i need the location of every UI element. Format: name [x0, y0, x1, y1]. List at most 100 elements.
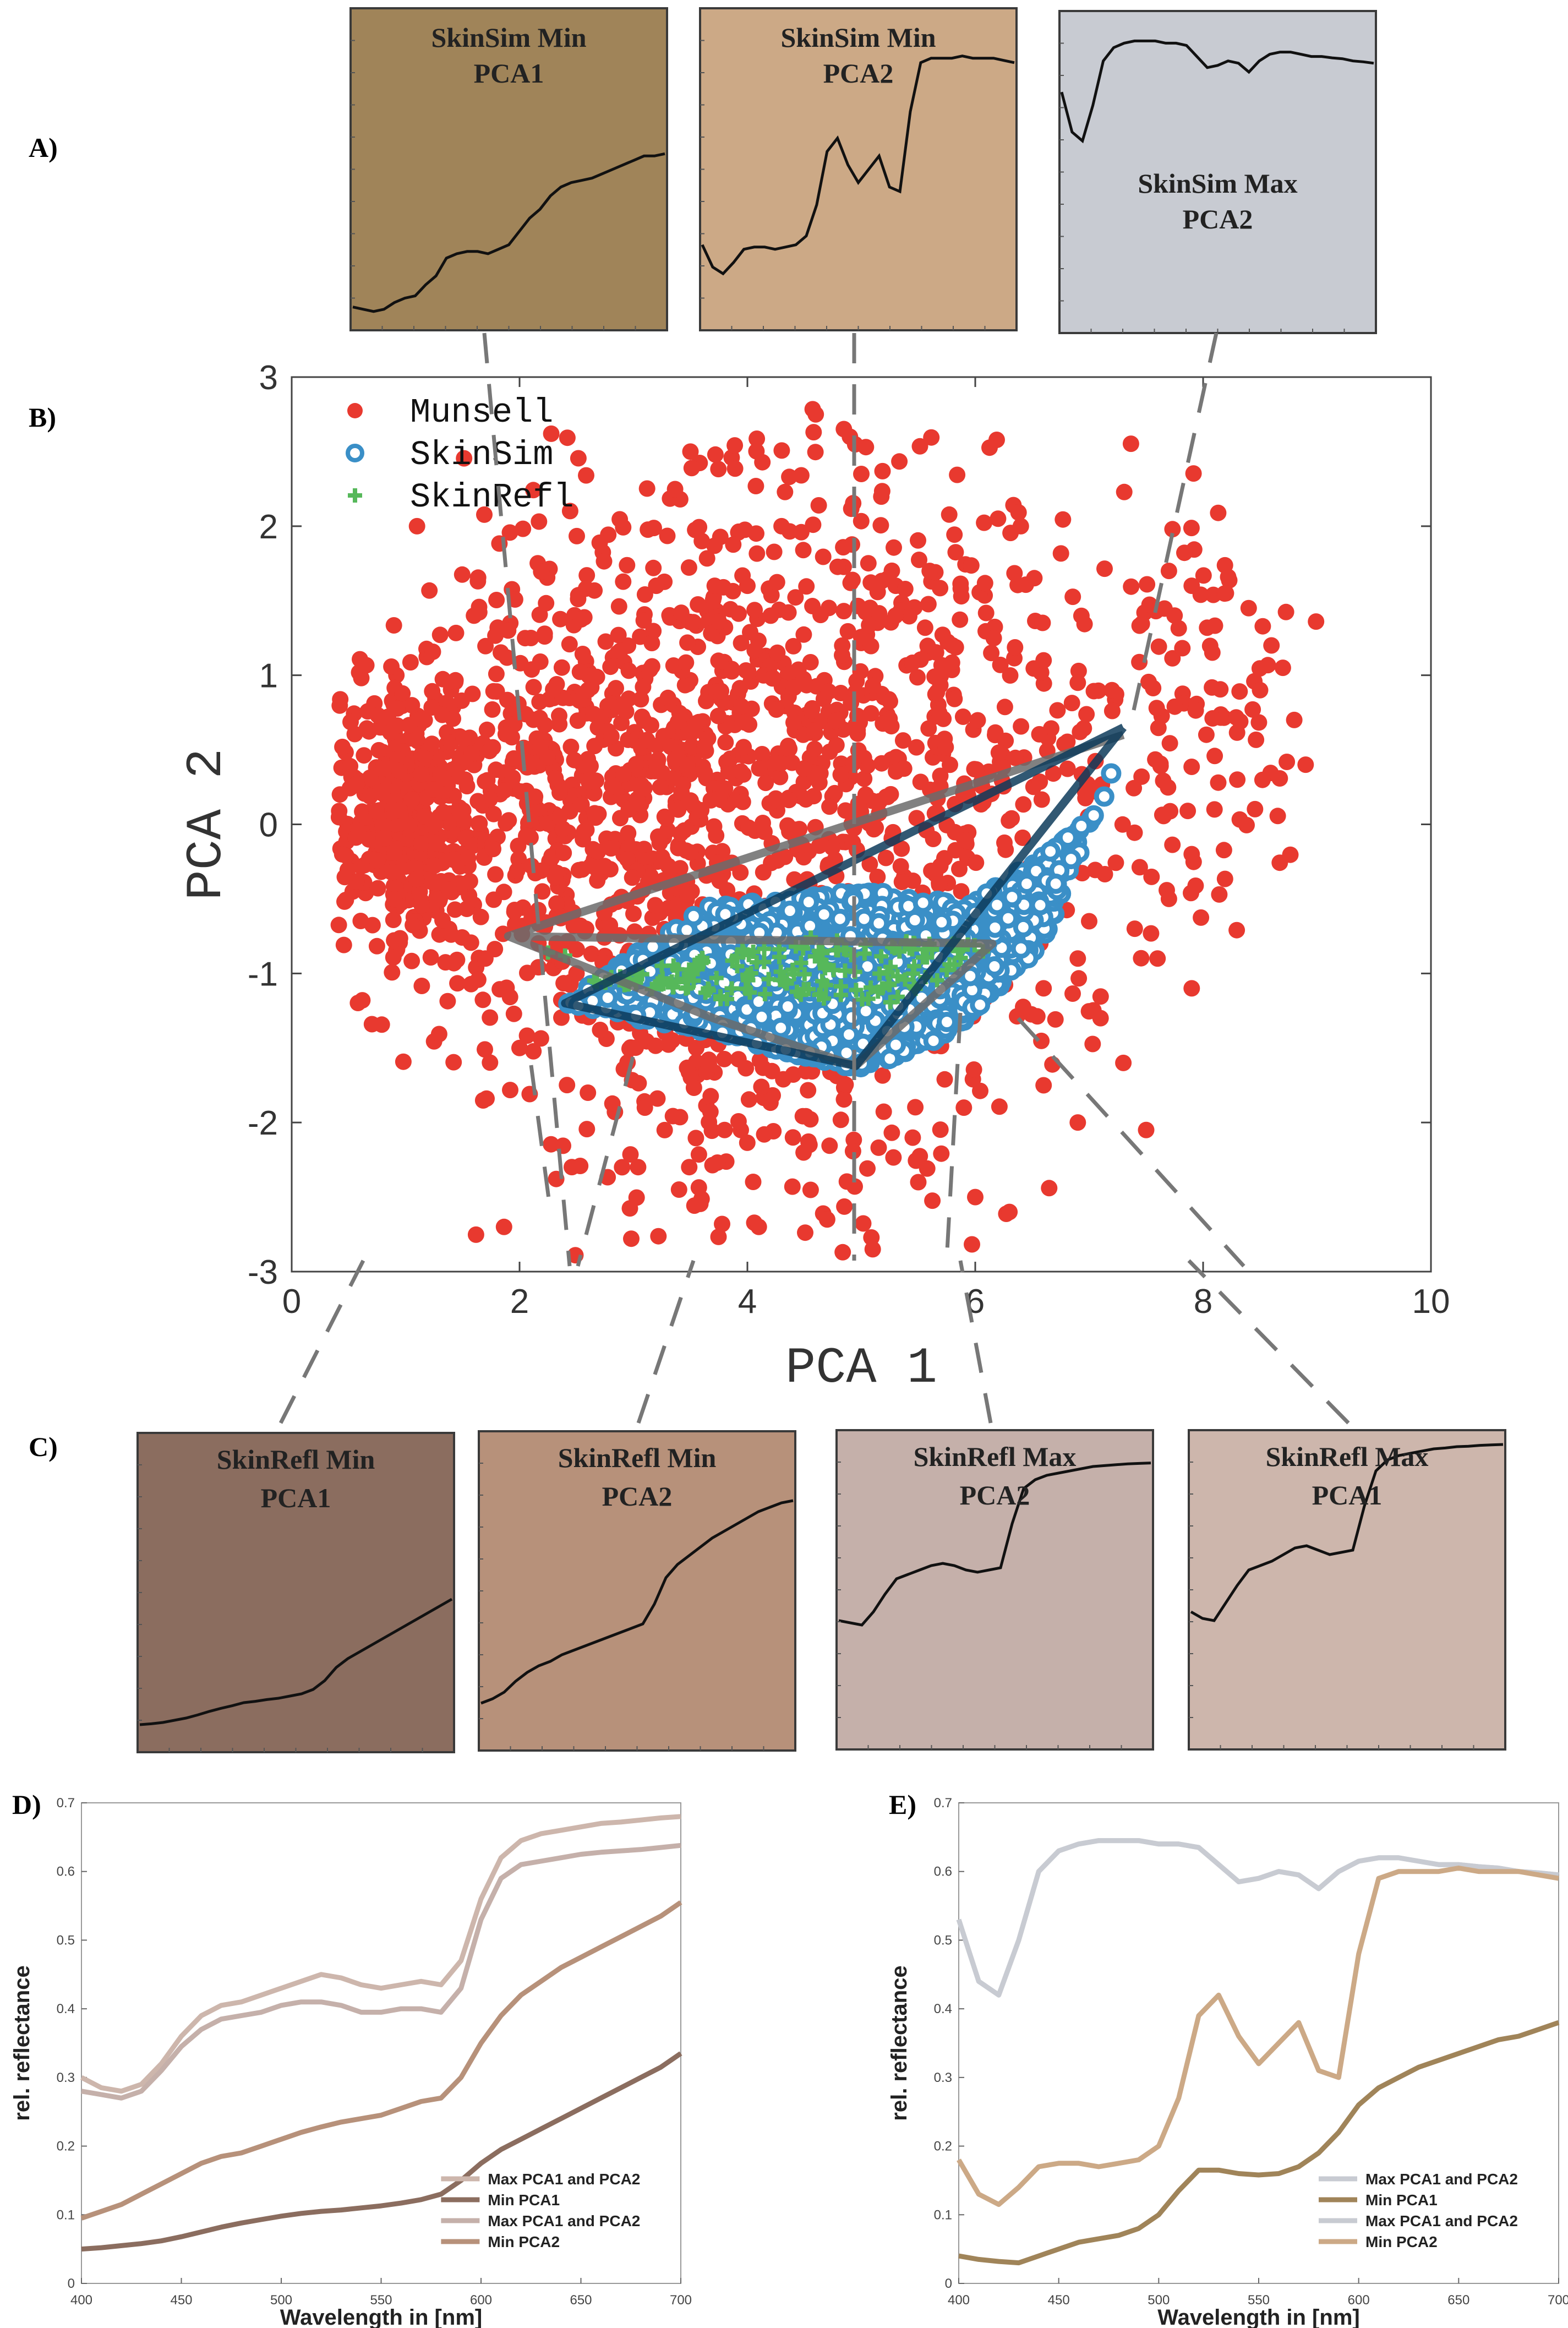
- munsell-point: [611, 642, 629, 659]
- munsell-point: [659, 689, 676, 706]
- munsell-point: [648, 577, 665, 595]
- munsell-point: [495, 1218, 512, 1235]
- x-tick-label: 550: [370, 2293, 392, 2308]
- munsell-point: [679, 1059, 696, 1076]
- munsell-point: [518, 1027, 536, 1044]
- munsell-point: [874, 1067, 891, 1084]
- munsell-point: [908, 810, 925, 827]
- munsell-point: [911, 552, 927, 568]
- munsell-point: [1047, 1011, 1064, 1028]
- munsell-point: [877, 849, 894, 866]
- munsell-point: [488, 592, 505, 608]
- munsell-point: [864, 677, 881, 694]
- skinsim-point: [913, 892, 933, 913]
- munsell-point: [838, 1173, 855, 1190]
- munsell-point: [456, 450, 473, 467]
- munsell-point: [1195, 567, 1212, 584]
- munsell-point: [603, 728, 620, 745]
- munsell-point: [976, 514, 993, 531]
- munsell-point: [750, 633, 767, 649]
- x-tick-label: 450: [170, 2293, 192, 2308]
- munsell-point: [927, 644, 944, 661]
- munsell-point: [610, 598, 627, 615]
- x-tick-label: 650: [570, 2293, 592, 2308]
- munsell-point: [780, 792, 797, 809]
- munsell-point: [921, 563, 938, 580]
- munsell-point: [334, 846, 351, 863]
- munsell-point: [335, 936, 352, 953]
- munsell-point: [671, 860, 689, 877]
- series-line-2: [81, 1842, 681, 2101]
- munsell-point: [673, 604, 690, 621]
- munsell-point: [669, 713, 686, 730]
- munsell-point: [723, 663, 740, 680]
- munsell-point: [578, 567, 595, 584]
- munsell-point: [864, 1241, 881, 1258]
- munsell-point: [532, 1030, 549, 1047]
- munsell-point: [1206, 617, 1223, 634]
- munsell-point: [1072, 723, 1089, 740]
- munsell-point: [624, 869, 641, 886]
- munsell-point: [853, 466, 870, 483]
- munsell-point: [548, 895, 565, 912]
- x-tick-label: 2: [510, 1283, 529, 1321]
- connector-line: [1017, 1017, 1245, 1268]
- munsell-point: [1026, 570, 1043, 587]
- munsell-point: [1015, 999, 1031, 1016]
- munsell-point: [650, 1228, 667, 1245]
- munsell-point: [812, 607, 829, 624]
- munsell-point: [348, 776, 365, 793]
- munsell-point: [615, 766, 632, 783]
- munsell-point: [477, 637, 494, 655]
- munsell-point: [873, 488, 890, 505]
- munsell-point: [1085, 683, 1102, 700]
- munsell-point: [394, 685, 411, 702]
- munsell-point: [463, 745, 480, 762]
- munsell-point: [757, 775, 774, 792]
- munsell-point: [795, 626, 812, 643]
- skinrefl-point: [655, 971, 670, 986]
- top-box-bg: [699, 7, 1018, 331]
- munsell-point: [762, 607, 779, 624]
- munsell-point: [1160, 563, 1177, 580]
- munsell-point: [716, 1121, 733, 1138]
- munsell-point: [1231, 811, 1248, 828]
- munsell-point: [1274, 659, 1291, 677]
- munsell-point: [360, 831, 378, 848]
- munsell-point: [1131, 859, 1148, 876]
- munsell-point: [740, 663, 757, 680]
- munsell-point: [592, 1022, 609, 1038]
- munsell-point: [469, 971, 487, 988]
- munsell-point: [391, 762, 408, 779]
- munsell-point: [732, 864, 749, 881]
- skinsim-point: [931, 912, 952, 933]
- munsell-point: [805, 516, 822, 533]
- munsell-point: [932, 1121, 949, 1138]
- munsell-point: [1174, 640, 1191, 657]
- munsell-point: [1282, 846, 1299, 863]
- munsell-point: [803, 702, 820, 719]
- munsell-point: [1013, 718, 1030, 735]
- munsell-point: [643, 635, 660, 652]
- munsell-point: [1269, 808, 1286, 825]
- skinsim-point: [886, 1034, 906, 1055]
- x-tick-label: 700: [1548, 2293, 1568, 2308]
- munsell-point: [445, 710, 461, 727]
- y-tick-label: 0.6: [934, 1864, 952, 1879]
- munsell-point: [685, 614, 702, 631]
- munsell-point: [525, 679, 542, 696]
- munsell-point: [790, 661, 807, 678]
- munsell-point: [736, 714, 753, 731]
- munsell-point: [882, 693, 898, 710]
- munsell-point: [777, 483, 794, 500]
- munsell-point: [389, 700, 406, 717]
- munsell-point: [553, 659, 570, 676]
- munsell-point: [990, 510, 1007, 527]
- munsell-point: [511, 1039, 528, 1056]
- munsell-point: [802, 1181, 819, 1198]
- munsell-point: [691, 519, 708, 536]
- skinsim-point: [868, 913, 889, 934]
- munsell-point: [1055, 511, 1072, 528]
